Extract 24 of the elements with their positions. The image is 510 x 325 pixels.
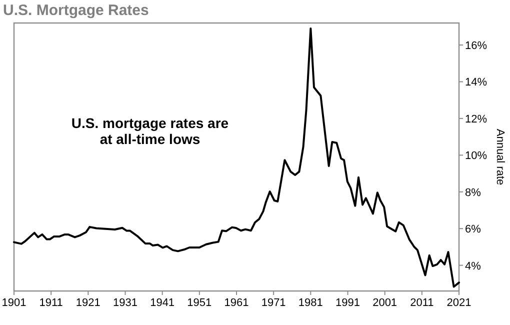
y-tick-label: 10% [465,150,488,162]
x-tick-label: 1981 [298,297,323,309]
x-tick-label: 1941 [150,297,175,309]
x-tick-label: 1921 [76,297,100,309]
x-tick-label: 1971 [261,297,286,309]
chart-title: U.S. Mortgage Rates [3,2,149,19]
y-tick-label: 8% [465,186,482,199]
y-tick-label: 6% [465,224,482,236]
x-tick-label: 2001 [372,297,398,309]
y-tick-label: 14% [465,76,488,89]
x-tick-label: 1961 [224,297,249,309]
x-tick-label: 1911 [39,297,63,309]
x-tick-label: 1991 [336,297,360,309]
y-tick-label: 4% [465,260,482,272]
line-series [13,28,460,288]
x-tick-label: 2011 [410,297,434,309]
annotation: U.S. mortgage rates are at all-time lows [71,115,229,147]
x-tick-label: 1931 [113,297,138,309]
x-tick-label: 1951 [187,297,212,309]
x-tick-label: 2021 [446,297,472,309]
y-tick-label: 12% [465,113,488,126]
x-tick-label: 1901 [2,297,26,309]
y-tick-label: 16% [465,40,488,52]
y-axis-title: Annual rate [494,128,506,186]
